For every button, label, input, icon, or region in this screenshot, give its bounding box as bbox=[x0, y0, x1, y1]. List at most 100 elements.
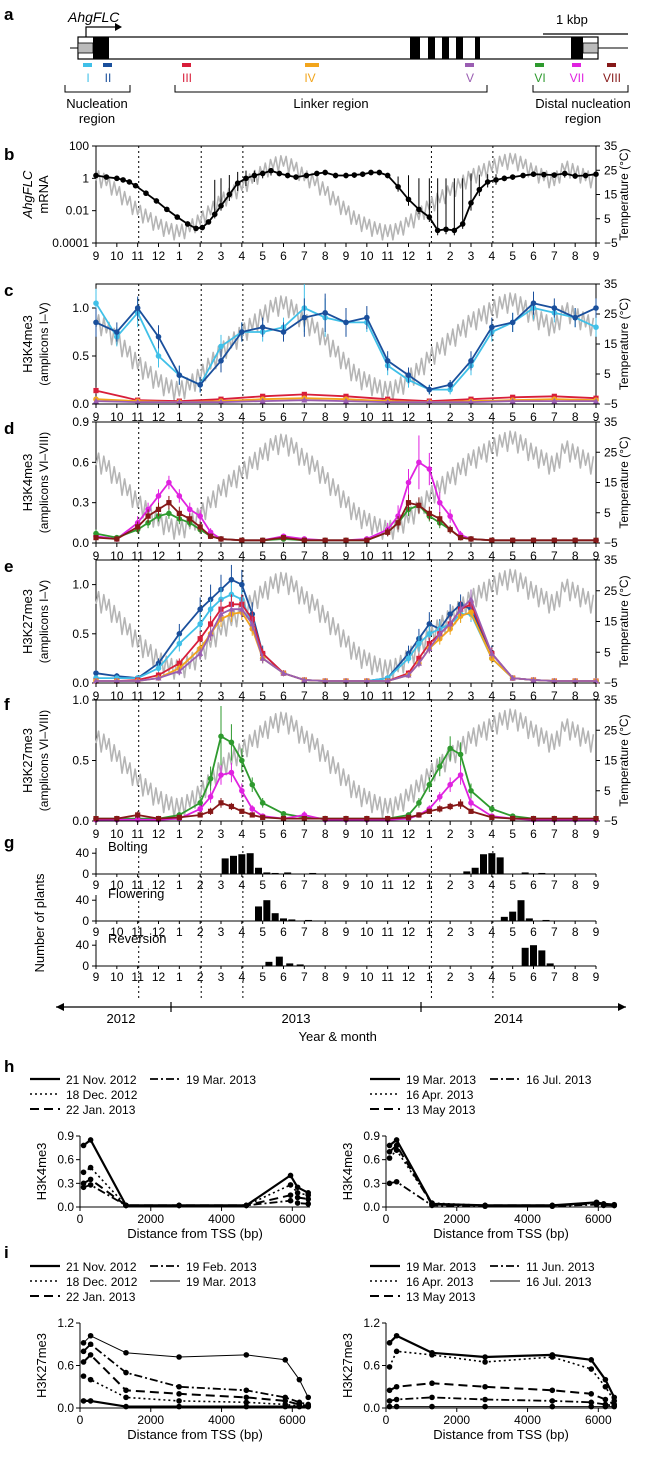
panel-d-point-VII bbox=[166, 479, 172, 486]
panel-c-month-label: 10 bbox=[110, 410, 124, 424]
panel-h-left-point bbox=[294, 1184, 301, 1191]
panel-h-right-legend-label: 13 May 2013 bbox=[406, 1103, 476, 1117]
panel-g-flowering-month-label: 1 bbox=[176, 925, 183, 939]
panel-f-month-label: 7 bbox=[551, 827, 558, 841]
panel-g-bolting-bar bbox=[255, 867, 262, 874]
panel-e-month-label: 7 bbox=[301, 689, 308, 703]
panel-g-reversion-month-label: 8 bbox=[322, 970, 329, 984]
panel-e-month-label: 12 bbox=[402, 689, 416, 703]
panel-g-reversion-month-label: 3 bbox=[468, 970, 475, 984]
panel-b-point-mrna bbox=[276, 170, 283, 177]
panel-h-left-point bbox=[305, 1192, 312, 1198]
panel-g-reversion-month-label: 10 bbox=[360, 970, 374, 984]
panel-b-point-mrna bbox=[376, 169, 383, 176]
panel-h-right-point bbox=[386, 1155, 393, 1161]
panel-f-point-VII bbox=[447, 781, 453, 788]
panel-b-point-mrna bbox=[484, 179, 491, 185]
panel-d-y-tick-label: 0.6 bbox=[72, 455, 89, 469]
panel-letter-h: h bbox=[4, 1057, 14, 1076]
panel-b-point-mrna bbox=[199, 224, 206, 231]
panel-g-flowering-month-label: 1 bbox=[426, 925, 433, 939]
panel-d-month-label: 1 bbox=[176, 549, 183, 563]
panel-e-point-III bbox=[176, 660, 182, 666]
panel-b-month-label: 1 bbox=[176, 249, 183, 263]
panel-i-right-x-axis-label: Distance from TSS (bp) bbox=[433, 1427, 569, 1442]
panel-h-right-legend-label: 19 Mar. 2013 bbox=[406, 1073, 476, 1087]
panel-d-month-label: 6 bbox=[530, 549, 537, 563]
panel-b-point-mrna bbox=[284, 172, 291, 179]
panel-e-month-label: 12 bbox=[152, 689, 166, 703]
panel-b-month-label: 2 bbox=[447, 249, 454, 263]
panel-e-month-label: 1 bbox=[176, 689, 183, 703]
panel-c-point-V bbox=[259, 397, 266, 404]
panel-e-point-V bbox=[238, 606, 245, 612]
panel-i-right-point bbox=[602, 1383, 609, 1390]
panel-d-month-label: 3 bbox=[218, 549, 225, 563]
panel-g-flowering-month-label: 7 bbox=[301, 925, 308, 939]
panel-h-right-point bbox=[386, 1180, 393, 1187]
panel-b-point-mrna bbox=[541, 171, 547, 178]
panel-i-right-point bbox=[549, 1403, 556, 1410]
panel-i-left-point bbox=[176, 1403, 182, 1410]
panel-d-point-VII bbox=[426, 466, 433, 472]
panel-i-right-x-tick-label: 2000 bbox=[443, 1413, 470, 1427]
panel-b-month-label: 5 bbox=[259, 249, 266, 263]
panel-g-flowering-month-label: 3 bbox=[468, 925, 475, 939]
panel-b-month-label: 9 bbox=[93, 249, 100, 263]
panel-d-month-label: 2 bbox=[197, 549, 204, 563]
panel-h-right-x-axis-label: Distance from TSS (bp) bbox=[433, 1226, 569, 1241]
panel-i-right-point bbox=[602, 1376, 609, 1383]
panel-i-left-point bbox=[296, 1399, 303, 1406]
panel-g-bolting-month-label: 6 bbox=[280, 878, 287, 892]
panel-c-point-II bbox=[551, 305, 558, 311]
panel-c-point-II bbox=[593, 305, 599, 311]
panel-e-point-II bbox=[426, 621, 433, 627]
panel-d-y-tick-label: 0.9 bbox=[72, 415, 89, 429]
panel-letter-c: c bbox=[4, 281, 13, 300]
panel-i-right-legend-label: 13 May 2013 bbox=[406, 1290, 476, 1304]
panel-f-series-VII bbox=[96, 771, 596, 821]
panel-g-flowering-y-tick-label: 40 bbox=[76, 893, 90, 907]
panel-h-right-point bbox=[386, 1148, 393, 1155]
panel-i-right-point bbox=[429, 1403, 435, 1410]
amplicon-marker-I bbox=[83, 63, 92, 67]
panel-i-right-point bbox=[602, 1396, 609, 1403]
exon-4 bbox=[442, 37, 449, 59]
panel-i-right-point bbox=[482, 1403, 488, 1410]
panel-f-point-VII bbox=[228, 769, 235, 776]
exon-3 bbox=[428, 37, 435, 59]
panel-i-left-point bbox=[87, 1376, 94, 1383]
panel-g-y-axis-label: Number of plants bbox=[32, 873, 47, 972]
panel-g-bolting-month-label: 9 bbox=[593, 878, 600, 892]
panel-d-month-label: 4 bbox=[488, 549, 495, 563]
panel-f-point-VII bbox=[197, 806, 203, 812]
panel-f-point-VIII bbox=[364, 815, 370, 822]
panel-c-temp-tick-label: 15 bbox=[604, 337, 618, 351]
panel-f-month-label: 1 bbox=[426, 827, 433, 841]
panel-h-right-y-tick-label: 0.3 bbox=[363, 1176, 380, 1190]
panel-b-point-mrna bbox=[259, 170, 266, 177]
panel-g-reversion-month-label: 1 bbox=[176, 970, 183, 984]
bracket-nucleation bbox=[64, 85, 131, 93]
panel-b-point-mrna bbox=[593, 171, 599, 178]
panel-d-point-VIII bbox=[572, 537, 578, 543]
panel-b-y-tick-label: 0.0001 bbox=[52, 236, 89, 250]
panel-e-temp-tick-label: −5 bbox=[604, 676, 618, 690]
panel-i-left-point bbox=[243, 1394, 250, 1401]
panel-f-month-label: 3 bbox=[468, 827, 475, 841]
panel-g-reversion-month-label: 10 bbox=[110, 970, 124, 984]
panel-f-point-VI bbox=[416, 800, 422, 806]
panel-e-point-II bbox=[228, 576, 235, 583]
panel-e-point-III bbox=[416, 655, 422, 661]
panel-b-point-mrna bbox=[218, 203, 224, 209]
panel-e-point-I bbox=[197, 621, 203, 627]
panel-i-right-series bbox=[389, 1396, 615, 1407]
panel-f-point-VIII bbox=[155, 815, 162, 822]
panel-b-series-mrna bbox=[95, 169, 597, 232]
panel-e-point-V bbox=[593, 677, 599, 684]
panel-f-point-VI bbox=[426, 781, 433, 788]
panel-g-flowering-month-label: 10 bbox=[110, 925, 124, 939]
panel-d-point-VI bbox=[166, 510, 172, 517]
panel-letter-g: g bbox=[4, 833, 14, 852]
panel-g-reversion-month-label: 8 bbox=[572, 970, 579, 984]
